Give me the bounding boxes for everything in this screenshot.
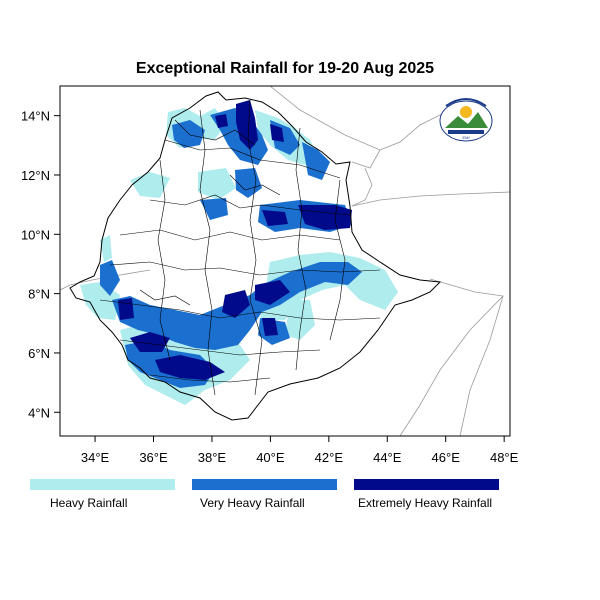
y-tick-label: 6°N [28,346,50,361]
sudan-border [60,269,151,291]
legend-label-very-heavy: Very Heavy Rainfall [200,496,305,510]
regional-boundaries [99,99,381,396]
y-tick-label: 14°N [21,109,50,124]
ethiopian-meteorology-institute-logo: EMI [439,98,493,142]
y-tick-label: 8°N [28,287,50,302]
x-tick-label: 44°E [373,450,402,465]
legend: Heavy Rainfall Very Heavy Rainfall Extre… [30,479,499,510]
map-frame [59,85,511,437]
x-axis: 34°E 36°E 38°E 40°E 42°E 44°E 46°E 48°E [81,436,519,465]
x-tick-label: 42°E [315,450,344,465]
neighbor-borders [60,86,510,436]
y-tick-label: 10°N [21,227,50,242]
djibouti-border-a [351,149,381,169]
somalia-coast [459,295,504,436]
rainfall-extreme [118,100,352,380]
y-axis: 4°N 6°N 8°N 10°N 12°N 14°N [21,109,60,420]
legend-swatch-very-heavy [192,479,337,490]
legend-swatch-heavy [30,479,175,490]
legend-label-heavy: Heavy Rainfall [50,496,127,510]
map-content [60,86,510,436]
x-tick-label: 46°E [432,450,461,465]
legend-label-extreme: Extremely Heavy Rainfall [358,496,492,510]
legend-swatch-extreme [354,479,499,490]
x-tick-label: 34°E [81,450,110,465]
x-tick-label: 36°E [139,450,168,465]
x-tick-label: 48°E [490,450,519,465]
somalia-border [399,278,504,436]
y-tick-label: 4°N [28,405,50,420]
gulf-coast [351,191,510,207]
x-tick-label: 38°E [198,450,227,465]
logo-caption: EMI [462,135,469,140]
ethiopia-outline [69,91,442,421]
djibouti-border-b [351,167,373,207]
map-title: Exceptional Rainfall for 19-20 Aug 2025 [136,60,434,77]
y-tick-label: 12°N [21,168,50,183]
x-tick-label: 40°E [256,450,285,465]
